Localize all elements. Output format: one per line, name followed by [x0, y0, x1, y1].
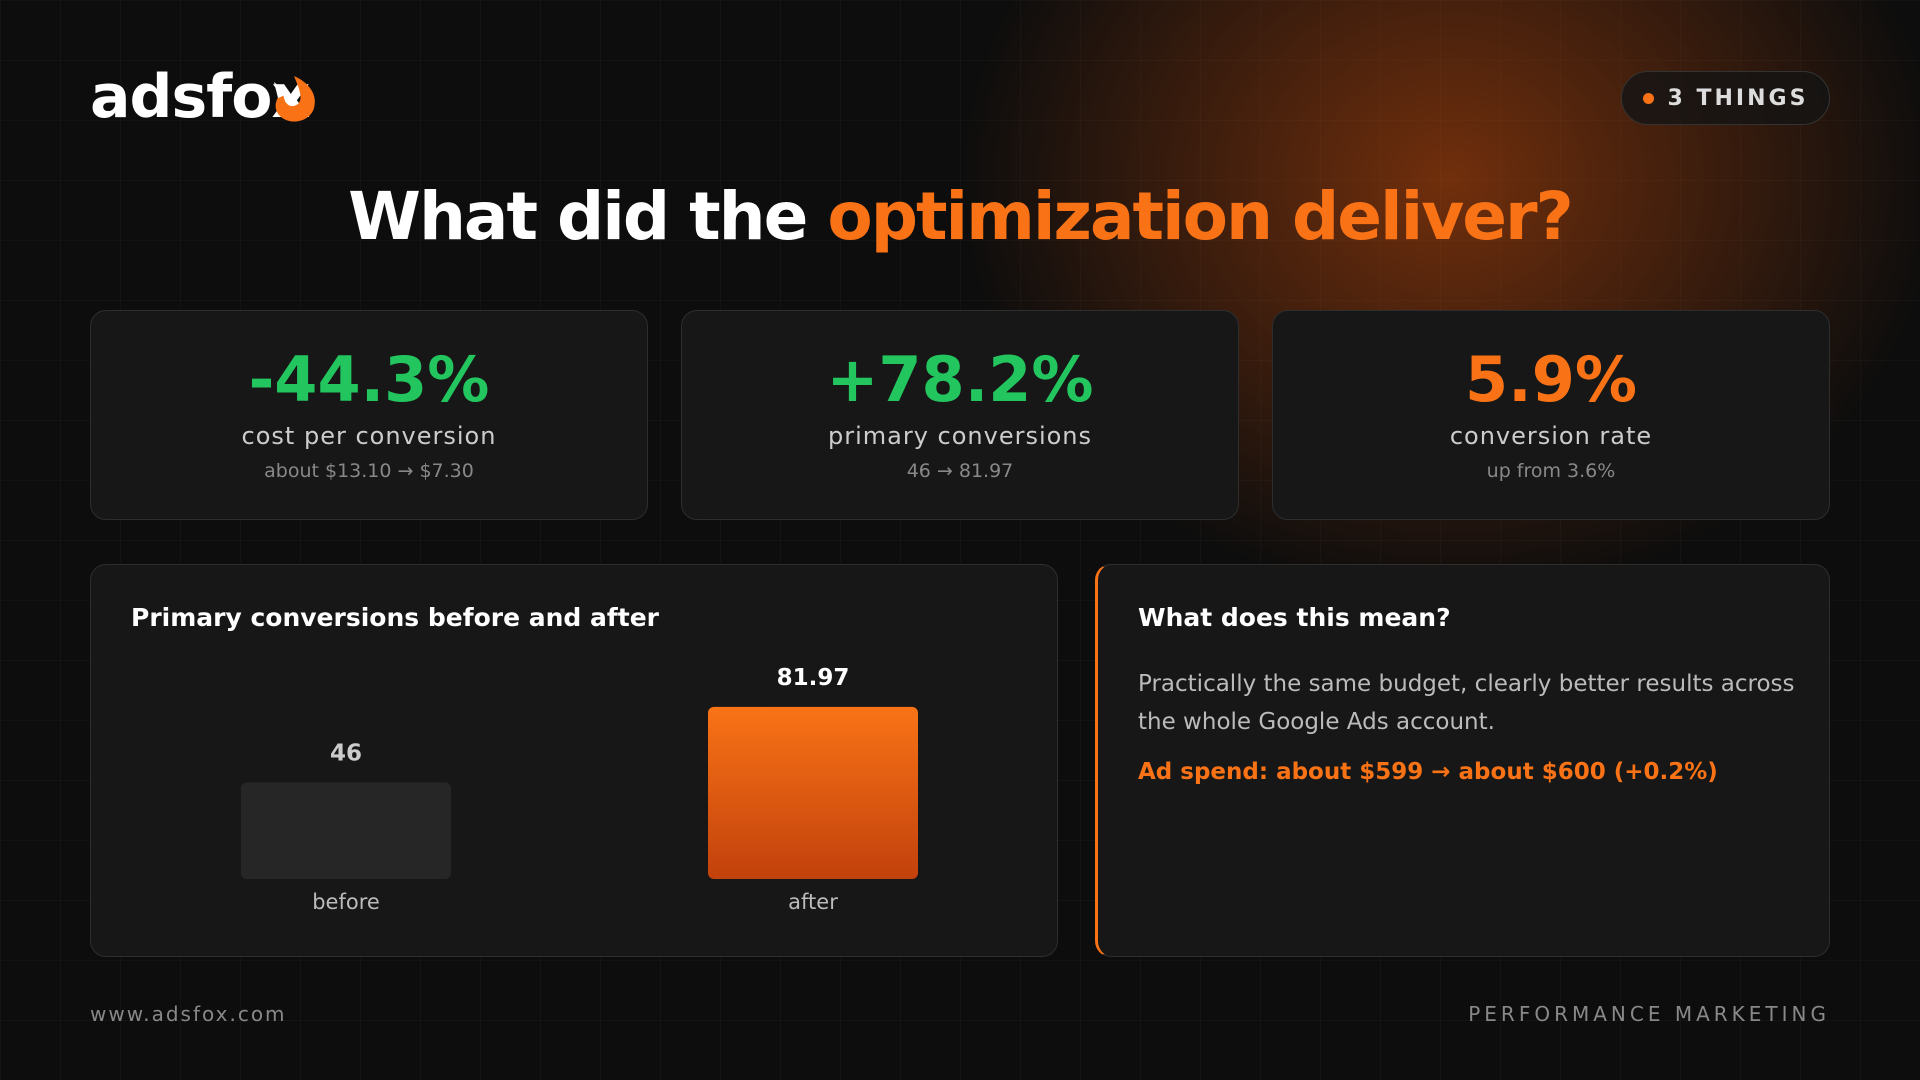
- explanation-card: What does this mean? Practically the sam…: [1095, 564, 1830, 957]
- kpi-label: conversion rate: [1449, 422, 1653, 450]
- explanation-heading: What does this mean?: [1138, 603, 1451, 632]
- logo-text: adsfox: [90, 62, 310, 132]
- footer-tagline: PERFORMANCE MARKETING: [1468, 1002, 1830, 1026]
- kpi-label: primary conversions: [827, 422, 1093, 450]
- logo-flame: [275, 76, 315, 122]
- kpi-card: -44.3% cost per conversion about $13.10 → …: [90, 310, 648, 520]
- chart: 46 before 81.97 after: [241, 665, 918, 914]
- category-label: after: [788, 890, 838, 914]
- explanation-body: Practically the same budget, clearly bet…: [1138, 671, 1795, 735]
- badge-dot: [1642, 92, 1654, 104]
- footer-url: www.adsfox.com: [90, 1002, 287, 1026]
- title-highlight: optimization deliver?: [827, 178, 1573, 255]
- kpi-value: -44.3%: [248, 343, 490, 416]
- value-label: 81.97: [777, 665, 850, 691]
- badge: 3 THINGS: [1621, 71, 1830, 125]
- bar: [241, 782, 451, 879]
- chart-title: Primary conversions before and after: [131, 603, 659, 632]
- kpi-detail: 46 → 81.97: [906, 460, 1014, 482]
- kpi-value: 5.9%: [1465, 343, 1637, 416]
- kpi-card: 5.9% conversion rate up from 3.6%: [1272, 310, 1830, 520]
- value-label: 46: [330, 740, 362, 766]
- title-lead: What did the: [348, 178, 808, 255]
- category-label: before: [312, 890, 380, 914]
- bar: [708, 706, 918, 879]
- logo-icon: [274, 76, 315, 122]
- kpi-detail: about $13.10 → $7.30: [264, 460, 474, 482]
- kpi-label: cost per conversion: [241, 422, 497, 450]
- kpi-card: +78.2% primary conversions 46 → 81.97: [681, 310, 1239, 520]
- chart-card: Primary conversions before and after 46 b…: [90, 564, 1058, 957]
- badge-text: 3 THINGS: [1667, 85, 1809, 111]
- kpi-value: +78.2%: [826, 343, 1094, 416]
- kpi-detail: up from 3.6%: [1486, 460, 1616, 482]
- logo-ear: [274, 82, 288, 98]
- title: What did the optimization deliver?: [0, 178, 1920, 255]
- explanation-highlight: Ad spend: about $599 → about $600 (+0.2%…: [1138, 759, 1718, 785]
